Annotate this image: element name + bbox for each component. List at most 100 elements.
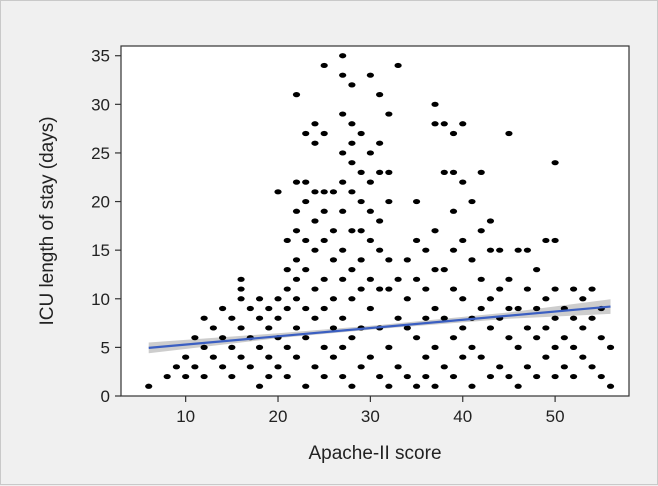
data-point xyxy=(329,189,338,195)
y-axis-title: ICU length of stay (days) xyxy=(37,116,58,325)
data-point xyxy=(394,315,402,321)
data-point xyxy=(496,364,504,370)
data-point xyxy=(376,286,384,292)
data-point xyxy=(339,315,347,321)
data-point xyxy=(542,237,550,244)
data-point xyxy=(449,335,458,341)
data-point xyxy=(311,140,319,146)
data-point xyxy=(348,228,356,234)
data-point xyxy=(366,305,374,312)
data-point xyxy=(376,92,384,98)
data-point xyxy=(320,62,328,69)
data-point xyxy=(385,344,393,350)
data-point xyxy=(172,364,181,370)
data-point xyxy=(477,305,485,312)
data-point xyxy=(329,228,338,234)
trend-line xyxy=(148,305,611,349)
data-point xyxy=(302,267,310,273)
data-point xyxy=(579,296,587,302)
data-point xyxy=(394,276,402,282)
data-point xyxy=(311,189,319,195)
data-point xyxy=(348,140,356,146)
data-point xyxy=(459,325,467,331)
data-point xyxy=(163,373,171,380)
data-point xyxy=(302,179,310,185)
data-point xyxy=(283,373,291,380)
data-point xyxy=(274,296,282,302)
data-point xyxy=(237,325,245,331)
data-point xyxy=(468,383,476,389)
data-point xyxy=(376,169,384,175)
data-point xyxy=(320,373,328,380)
data-point xyxy=(403,373,411,380)
data-point xyxy=(255,315,264,321)
data-point xyxy=(569,344,578,350)
data-point xyxy=(357,198,365,205)
data-point xyxy=(219,364,227,370)
data-point xyxy=(292,92,301,98)
data-point xyxy=(459,296,467,302)
data-point xyxy=(533,373,541,380)
data-points-layer xyxy=(145,53,615,389)
data-point xyxy=(348,335,356,341)
data-point xyxy=(209,325,217,331)
data-point xyxy=(200,344,208,350)
data-point xyxy=(505,305,513,312)
data-point xyxy=(569,315,578,321)
data-point xyxy=(237,286,245,292)
data-point xyxy=(569,373,578,380)
data-point xyxy=(542,325,550,331)
data-point xyxy=(320,237,328,244)
data-point xyxy=(412,335,421,341)
data-point xyxy=(366,72,374,78)
data-point xyxy=(486,218,495,224)
data-point xyxy=(311,218,319,224)
data-point xyxy=(302,335,310,341)
data-point xyxy=(274,189,282,195)
data-point xyxy=(376,218,384,224)
data-point xyxy=(422,373,430,380)
data-point xyxy=(348,267,356,273)
data-point xyxy=(228,315,236,321)
data-point xyxy=(302,198,310,205)
plot-border xyxy=(120,45,630,397)
data-point xyxy=(292,208,301,214)
data-point xyxy=(283,344,291,350)
data-point xyxy=(283,286,291,292)
data-point xyxy=(265,354,273,360)
data-point xyxy=(422,354,430,360)
data-point xyxy=(320,130,328,137)
data-point xyxy=(431,228,439,234)
data-point xyxy=(505,130,513,137)
data-point xyxy=(459,354,467,360)
data-point xyxy=(320,208,328,214)
y-tick-label: 10 xyxy=(91,290,110,309)
data-point xyxy=(412,237,421,244)
data-point xyxy=(588,364,596,370)
x-tick-label: 20 xyxy=(269,407,288,426)
y-axis: 0 5 10 15 20 25 30 35 xyxy=(91,47,121,406)
data-point xyxy=(246,305,254,312)
data-point xyxy=(320,344,328,350)
data-point xyxy=(431,305,439,312)
data-point xyxy=(376,373,384,380)
data-point xyxy=(514,383,522,389)
x-tick-label: 10 xyxy=(176,407,195,426)
data-point xyxy=(449,208,458,214)
data-point xyxy=(339,276,347,282)
data-point xyxy=(320,189,328,195)
data-point xyxy=(431,383,439,389)
data-point xyxy=(339,111,347,117)
data-point xyxy=(339,53,347,59)
data-point xyxy=(403,296,411,302)
data-point xyxy=(551,344,559,350)
data-point xyxy=(357,364,365,370)
data-point xyxy=(385,169,393,175)
data-point xyxy=(385,111,393,117)
data-point xyxy=(449,130,458,137)
data-point xyxy=(468,257,476,263)
data-point xyxy=(292,325,301,331)
data-point xyxy=(523,247,532,253)
data-point xyxy=(403,325,411,331)
